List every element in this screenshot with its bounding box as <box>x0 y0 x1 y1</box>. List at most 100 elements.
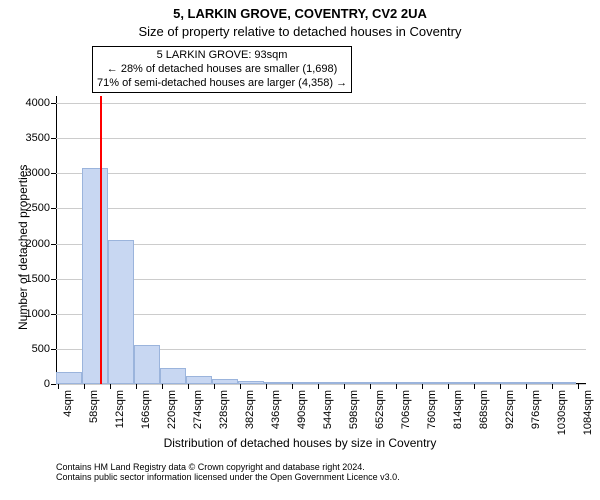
indicator-line <box>100 96 102 384</box>
histogram-bar <box>238 381 264 384</box>
ytick-mark <box>51 384 56 385</box>
ytick-label: 500 <box>32 343 50 355</box>
xtick-label: 274sqm <box>192 390 204 429</box>
plot-area: 050010001500200025003000350040004sqm58sq… <box>56 96 586 384</box>
xtick-mark <box>266 384 267 389</box>
ytick-mark <box>51 208 56 209</box>
gridline-h <box>56 314 586 315</box>
annotation-line-1: 5 LARKIN GROVE: 93sqm <box>97 49 347 63</box>
ytick-mark <box>51 173 56 174</box>
ytick-label: 3500 <box>26 132 50 144</box>
ytick-label: 4000 <box>26 97 50 109</box>
footer-line-1: Contains HM Land Registry data © Crown c… <box>56 462 400 472</box>
footer: Contains HM Land Registry data © Crown c… <box>56 462 400 482</box>
histogram-bar <box>82 168 108 384</box>
xtick-label: 544sqm <box>322 390 334 429</box>
ytick-mark <box>51 314 56 315</box>
xtick-mark <box>110 384 111 389</box>
xtick-label: 166sqm <box>140 390 152 429</box>
ytick-mark <box>51 138 56 139</box>
xtick-mark <box>162 384 163 389</box>
xtick-mark <box>136 384 137 389</box>
xtick-mark <box>396 384 397 389</box>
xtick-label: 58sqm <box>88 390 100 423</box>
xtick-label: 490sqm <box>296 390 308 429</box>
histogram-bar <box>368 382 394 384</box>
xtick-label: 706sqm <box>400 390 412 429</box>
xtick-mark <box>578 384 579 389</box>
xtick-label: 112sqm <box>114 390 126 428</box>
gridline-h <box>56 279 586 280</box>
histogram-bar <box>134 345 160 384</box>
xtick-mark <box>240 384 241 389</box>
histogram-bar <box>290 382 316 384</box>
gridline-h <box>56 244 586 245</box>
xtick-label: 220sqm <box>166 390 178 429</box>
histogram-bar <box>186 376 212 384</box>
histogram-bar <box>472 382 498 384</box>
xtick-mark <box>500 384 501 389</box>
ytick-mark <box>51 244 56 245</box>
xtick-label: 598sqm <box>348 390 360 429</box>
annotation-line-2: ← 28% of detached houses are smaller (1,… <box>97 63 347 77</box>
ytick-mark <box>51 349 56 350</box>
xtick-label: 760sqm <box>426 390 438 429</box>
xtick-mark <box>188 384 189 389</box>
xtick-mark <box>370 384 371 389</box>
histogram-bar <box>342 382 368 384</box>
y-axis-line <box>56 96 57 384</box>
xtick-mark <box>84 384 85 389</box>
histogram-bar <box>316 382 342 384</box>
xtick-mark <box>422 384 423 389</box>
page-title: 5, LARKIN GROVE, COVENTRY, CV2 2UA <box>0 6 600 21</box>
xtick-label: 4sqm <box>62 390 74 417</box>
histogram-bar <box>160 368 186 384</box>
xtick-label: 1084sqm <box>582 390 594 435</box>
ytick-label: 2500 <box>26 202 50 214</box>
histogram-bar <box>56 372 82 384</box>
ytick-label: 0 <box>44 378 50 390</box>
xtick-label: 814sqm <box>452 390 464 429</box>
xtick-mark <box>214 384 215 389</box>
gridline-h <box>56 208 586 209</box>
xtick-mark <box>344 384 345 389</box>
xtick-mark <box>448 384 449 389</box>
ytick-label: 2000 <box>26 238 50 250</box>
histogram-bar <box>264 382 290 384</box>
x-axis-label: Distribution of detached houses by size … <box>0 436 600 450</box>
page-subtitle: Size of property relative to detached ho… <box>0 24 600 39</box>
xtick-label: 382sqm <box>244 390 256 429</box>
chart-page: 5, LARKIN GROVE, COVENTRY, CV2 2UA Size … <box>0 0 600 500</box>
histogram-bar <box>108 240 134 384</box>
xtick-label: 1030sqm <box>556 390 568 435</box>
histogram-bar <box>498 382 524 384</box>
gridline-h <box>56 138 586 139</box>
gridline-h <box>56 103 586 104</box>
xtick-label: 976sqm <box>530 390 542 429</box>
histogram-bar <box>524 382 550 384</box>
xtick-label: 922sqm <box>504 390 516 429</box>
xtick-label: 652sqm <box>374 390 386 429</box>
ytick-mark <box>51 103 56 104</box>
histogram-bar <box>212 379 238 384</box>
xtick-label: 868sqm <box>478 390 490 429</box>
histogram-bar <box>446 382 472 384</box>
annotation-box: 5 LARKIN GROVE: 93sqm ← 28% of detached … <box>92 46 352 93</box>
xtick-mark <box>552 384 553 389</box>
ytick-label: 1000 <box>26 308 50 320</box>
xtick-mark <box>318 384 319 389</box>
xtick-mark <box>292 384 293 389</box>
ytick-label: 3000 <box>26 167 50 179</box>
histogram-bar <box>550 382 576 384</box>
histogram-bar <box>420 382 446 384</box>
gridline-h <box>56 173 586 174</box>
xtick-mark <box>474 384 475 389</box>
ytick-label: 1500 <box>26 273 50 285</box>
footer-line-2: Contains public sector information licen… <box>56 472 400 482</box>
xtick-label: 436sqm <box>270 390 282 429</box>
xtick-mark <box>58 384 59 389</box>
xtick-label: 328sqm <box>218 390 230 429</box>
annotation-line-3: 71% of semi-detached houses are larger (… <box>97 77 347 91</box>
histogram-bar <box>394 382 420 384</box>
ytick-mark <box>51 279 56 280</box>
